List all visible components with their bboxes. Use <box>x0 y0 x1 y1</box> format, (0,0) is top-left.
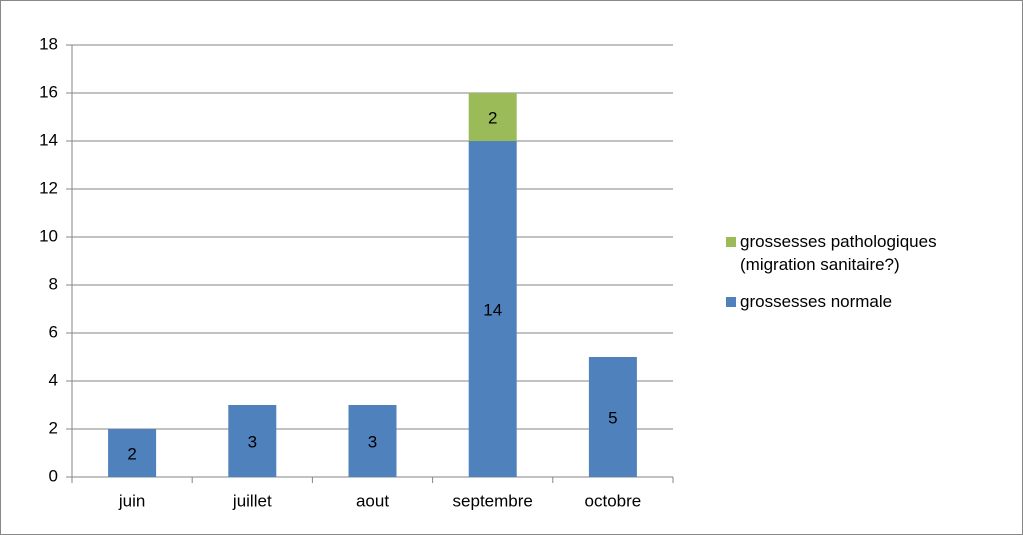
data-label: 3 <box>368 432 377 451</box>
y-tick-label: 16 <box>39 82 58 101</box>
x-tick-label: juillet <box>232 491 272 510</box>
y-tick-label: 12 <box>39 178 58 197</box>
y-tick-label: 0 <box>49 466 58 485</box>
x-tick-label: octobre <box>585 491 642 510</box>
bar-segment <box>468 141 517 477</box>
y-tick-label: 2 <box>49 418 58 437</box>
y-tick-label: 6 <box>49 322 58 341</box>
data-label: 3 <box>248 432 257 451</box>
x-tick-label: aout <box>356 491 389 510</box>
legend-swatch <box>726 237 736 247</box>
data-label: 5 <box>608 408 617 427</box>
bar-segment <box>348 405 397 477</box>
legend-label: grossesses normale <box>740 292 893 311</box>
legend-entry: grossesses pathologiques (migration sani… <box>726 230 1016 276</box>
y-tick-label: 4 <box>49 370 58 389</box>
y-tick-label: 10 <box>39 226 58 245</box>
bar-segment <box>228 405 277 477</box>
y-tick-label: 8 <box>49 274 58 293</box>
legend-label: grossesses pathologiques (migration sani… <box>740 232 937 274</box>
legend-swatch <box>726 297 736 307</box>
bar-segment <box>108 429 157 477</box>
data-label: 2 <box>488 108 497 127</box>
x-tick-label: juin <box>118 491 145 510</box>
bar-segment <box>468 93 517 141</box>
data-label: 14 <box>483 300 502 319</box>
y-tick-label: 14 <box>39 130 58 149</box>
bar-segment <box>588 357 637 477</box>
y-tick-label: 18 <box>39 34 58 53</box>
data-label: 2 <box>127 444 136 463</box>
legend-entry: grossesses normale <box>726 290 1016 313</box>
x-tick-label: septembre <box>453 491 533 510</box>
legend: grossesses pathologiques (migration sani… <box>726 230 1016 327</box>
